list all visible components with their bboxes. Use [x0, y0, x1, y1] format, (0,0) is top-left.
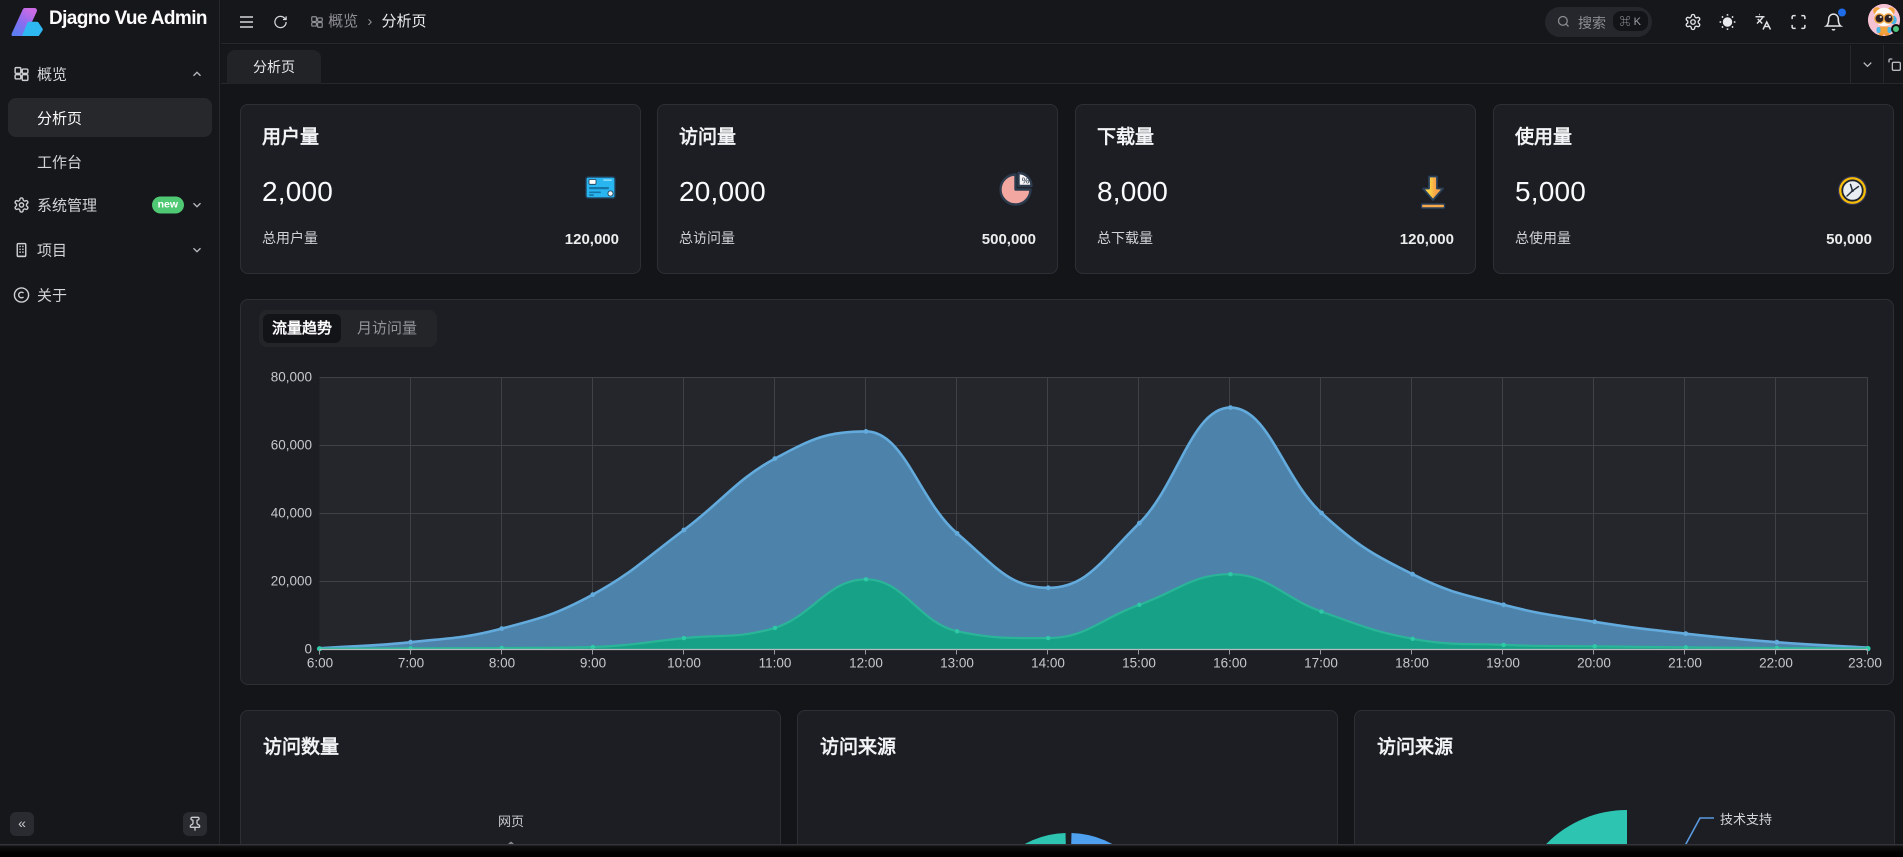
- svg-text:13:00: 13:00: [940, 656, 974, 671]
- svg-text:0: 0: [304, 642, 312, 657]
- svg-text:10:00: 10:00: [667, 656, 701, 671]
- svg-text:80,000: 80,000: [271, 370, 312, 385]
- svg-text:19:00: 19:00: [1486, 656, 1520, 671]
- svg-text:8:00: 8:00: [489, 656, 515, 671]
- svg-text:9:00: 9:00: [580, 656, 606, 671]
- svg-text:6:00: 6:00: [307, 656, 333, 671]
- svg-text:60,000: 60,000: [271, 438, 312, 453]
- svg-text:14:00: 14:00: [1031, 656, 1065, 671]
- svg-text:20,000: 20,000: [271, 574, 312, 589]
- svg-text:12:00: 12:00: [849, 656, 883, 671]
- svg-text:%: %: [1022, 176, 1030, 186]
- svg-text:22:00: 22:00: [1759, 656, 1793, 671]
- svg-text:21:00: 21:00: [1668, 656, 1702, 671]
- svg-text:16:00: 16:00: [1213, 656, 1247, 671]
- svg-text:18:00: 18:00: [1395, 656, 1429, 671]
- svg-text:17:00: 17:00: [1304, 656, 1338, 671]
- svg-text:23:00: 23:00: [1848, 656, 1882, 671]
- svg-text:11:00: 11:00: [759, 656, 792, 671]
- svg-text:15:00: 15:00: [1122, 656, 1156, 671]
- svg-text:40,000: 40,000: [271, 506, 312, 521]
- svg-text:20:00: 20:00: [1577, 656, 1611, 671]
- svg-text:7:00: 7:00: [398, 656, 424, 671]
